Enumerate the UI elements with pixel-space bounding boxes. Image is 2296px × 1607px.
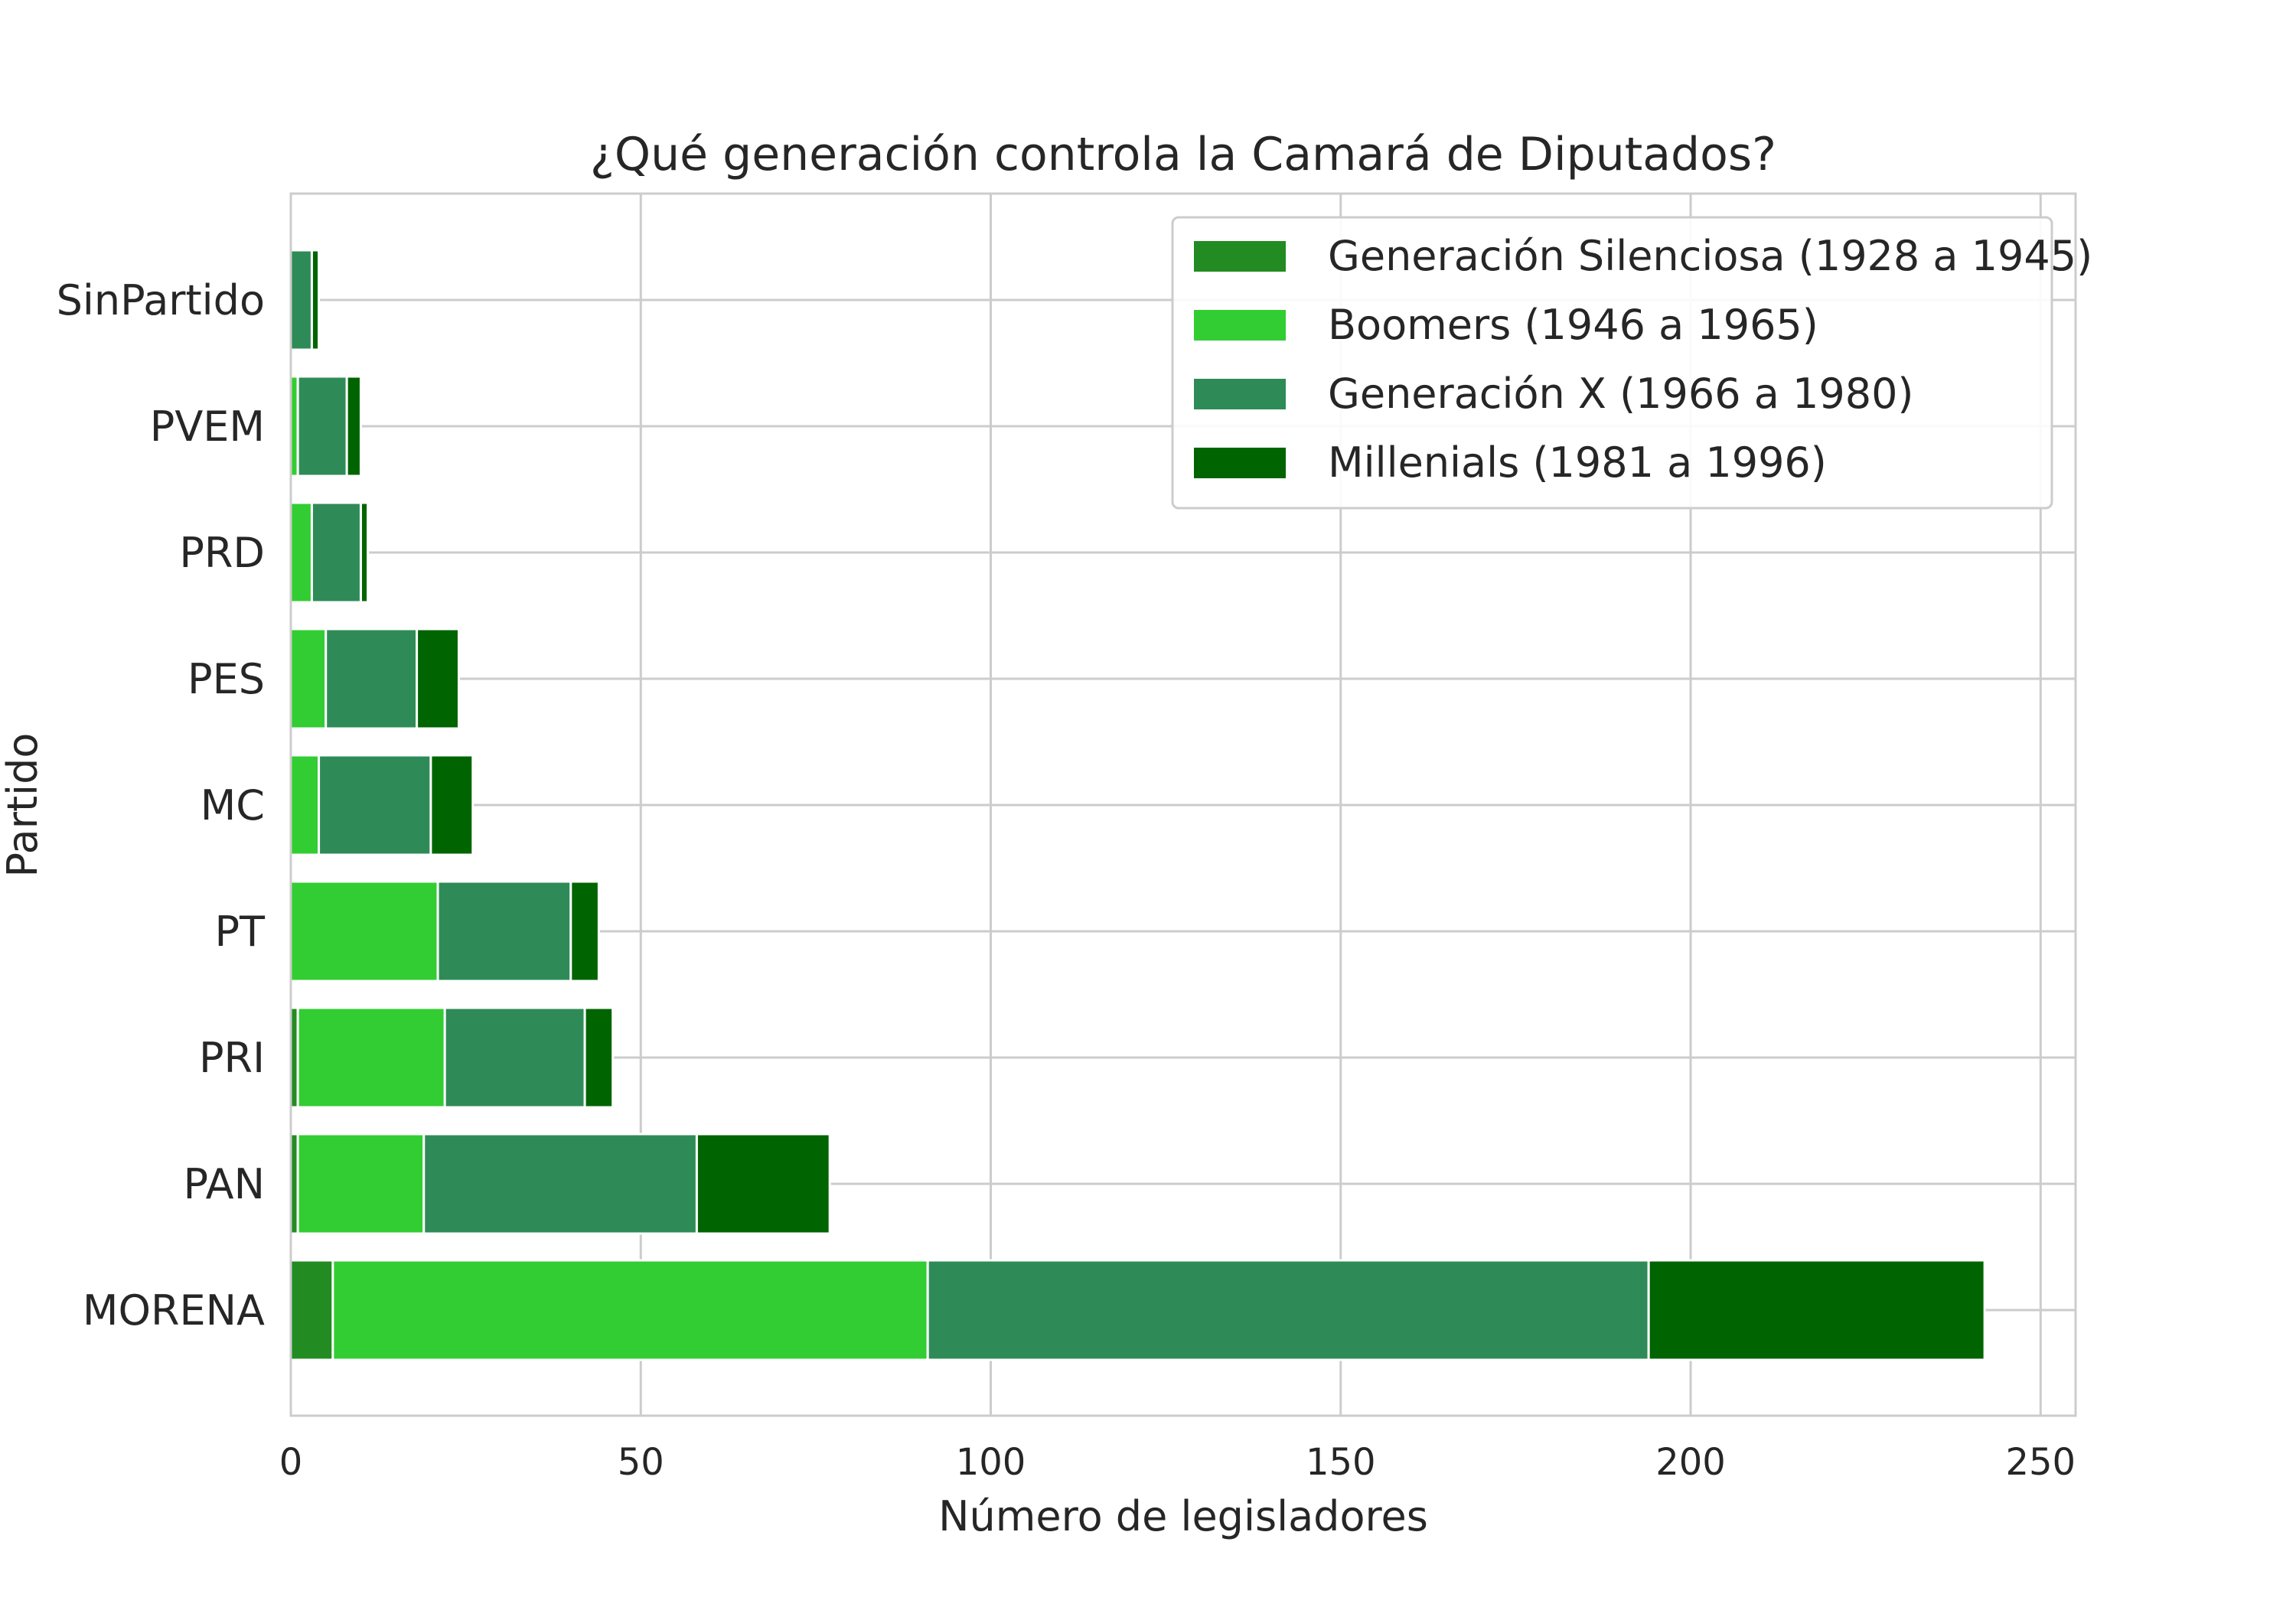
bar-segment xyxy=(695,1133,831,1235)
bars-layer xyxy=(289,249,1986,1361)
legend-swatch xyxy=(1194,241,1286,272)
x-tick-label: 150 xyxy=(1306,1441,1376,1484)
bar-segment xyxy=(296,1133,426,1235)
bar-segment xyxy=(331,1259,929,1361)
bar-segment xyxy=(416,627,460,730)
legend-swatch xyxy=(1194,448,1286,478)
legend: Generación Silenciosa (1928 a 1945) Boome… xyxy=(1171,216,2092,510)
legend-label: Millenials (1981 a 1996) xyxy=(1328,438,1827,487)
bar-segment xyxy=(345,375,362,478)
x-axis-label: Número de legisladores xyxy=(938,1492,1428,1540)
bar-segment xyxy=(296,375,348,478)
bar-segment xyxy=(429,754,475,856)
x-tick-label: 100 xyxy=(956,1441,1026,1484)
legend-label: Boomers (1946 a 1965) xyxy=(1328,301,1818,349)
bar-segment xyxy=(359,501,370,604)
y-tick-label: PAN xyxy=(184,1160,265,1208)
bar-segment xyxy=(296,1006,446,1109)
legend-label: Generación X (1966 a 1980) xyxy=(1328,370,1914,418)
bar-segment xyxy=(289,249,313,351)
legend-label: Generación Silenciosa (1928 a 1945) xyxy=(1328,232,2092,280)
bar-segment xyxy=(1647,1259,1986,1361)
bar-segment xyxy=(443,1006,586,1109)
y-tick-label: SinPartido xyxy=(57,276,265,324)
bar-segment xyxy=(422,1133,698,1235)
y-tick-label: PRD xyxy=(179,529,265,577)
bar-segment xyxy=(289,880,439,983)
bar-segment xyxy=(569,880,600,983)
legend-frame xyxy=(1171,216,2053,510)
bar-segment xyxy=(289,501,313,604)
legend-swatch xyxy=(1194,310,1286,341)
y-tick-label: PVEM xyxy=(150,403,265,451)
y-tick-label: PES xyxy=(188,655,265,703)
bar-segment xyxy=(310,501,362,604)
legend-items: Generación Silenciosa (1928 a 1945) Boome… xyxy=(1194,232,2092,487)
x-tick-label: 0 xyxy=(279,1441,303,1484)
bar-segment xyxy=(310,249,321,351)
y-tick-label: PT xyxy=(214,908,266,956)
bar-segment xyxy=(289,627,328,730)
y-axis-label: Partido xyxy=(0,733,47,878)
bar-segment xyxy=(289,754,321,856)
bar-segment xyxy=(325,627,419,730)
y-tick-label: MORENA xyxy=(83,1286,265,1335)
y-tick-label: MC xyxy=(201,781,265,830)
x-tick-label: 250 xyxy=(2005,1441,2076,1484)
bar-segment xyxy=(926,1259,1650,1361)
legend-swatch xyxy=(1194,379,1286,409)
x-tick-label: 200 xyxy=(1655,1441,1726,1484)
bar-segment xyxy=(436,880,572,983)
x-tick-label: 50 xyxy=(618,1441,664,1484)
ticks-layer: 0 50 100 150 200 250 SinPartido PVEM PRD PES MC PT P… xyxy=(57,276,2076,1484)
bar-segment xyxy=(289,1259,334,1361)
bar-segment xyxy=(583,1006,615,1109)
plot-frame xyxy=(289,192,2077,1417)
y-tick-label: PRI xyxy=(199,1034,265,1082)
chart-title: ¿Qué generación controla la Camará de Di… xyxy=(590,128,1776,181)
bar-segment xyxy=(318,754,432,856)
